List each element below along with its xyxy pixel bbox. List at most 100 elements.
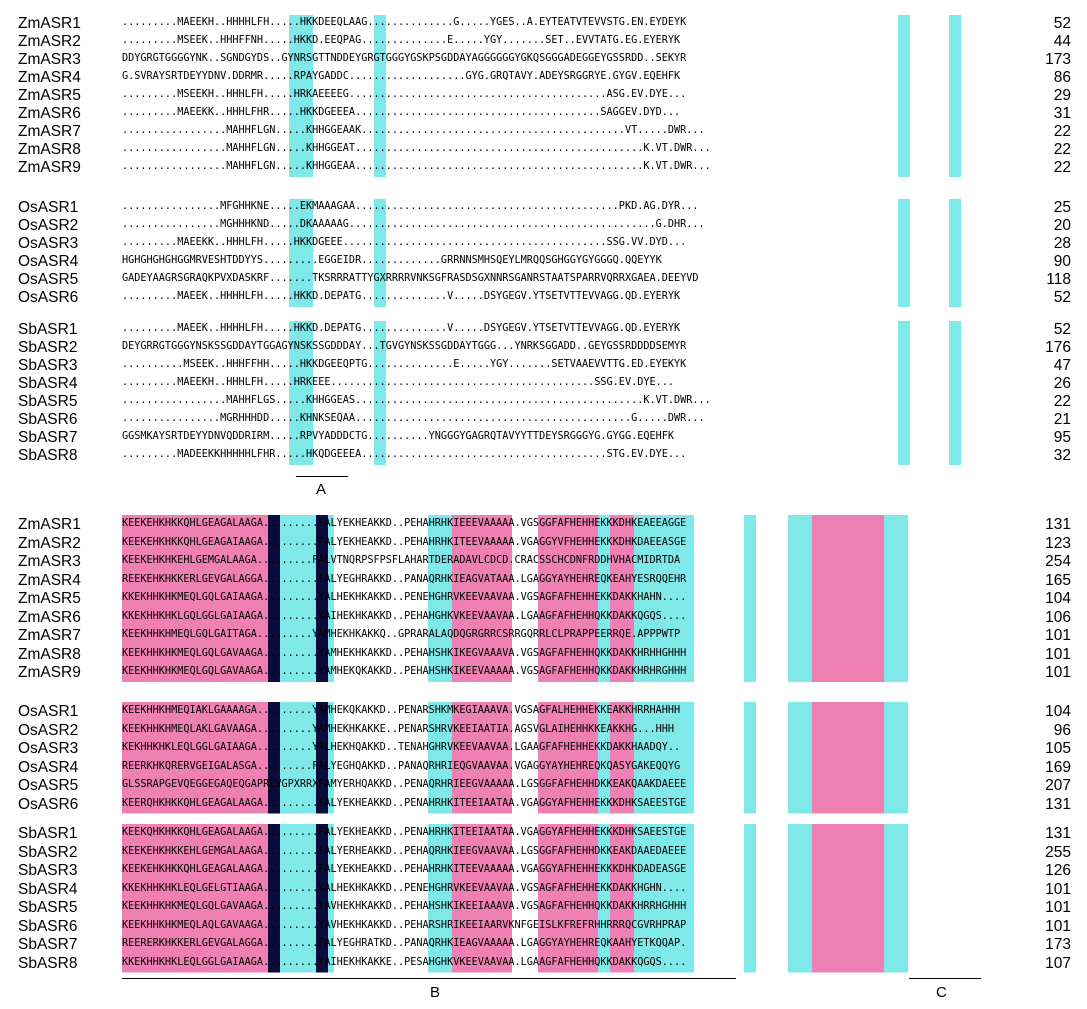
sequence-residues: KEEKHHKHMEQLAKLGAVAAGA.........YAMHEKHKA… (122, 723, 675, 735)
similar-column (788, 702, 812, 814)
similar-column (884, 824, 908, 973)
conserved-block (812, 515, 884, 682)
sequence-residues: KKEKHHKHKLGQLGGLGAIAAGA.........YAIHEKHK… (122, 610, 687, 622)
similar-column (328, 702, 334, 814)
sequence-name: ZmASR7 (18, 627, 81, 644)
sequence-residues: DEYGRRGTGGGYNSKSSGDDAYTGGAGYNSKSSGDDDAY.… (122, 341, 687, 352)
residue-count: 131 (1045, 516, 1071, 533)
residue-count: 22 (1053, 141, 1071, 158)
conserved-column (898, 321, 910, 465)
sequence-residues: KEEKHHKHKMEQLAQLGAVAAGA.........YAVHEKHK… (122, 919, 687, 931)
sequence-name: SbASR3 (18, 357, 78, 374)
sequence-name: OsASR5 (18, 271, 79, 288)
conserved-block (122, 515, 268, 682)
similar-column (788, 515, 812, 682)
residue-count: 21 (1053, 411, 1071, 428)
sequence-residues: KEEKEHKHKKEHLGEMGALAAGA.........FALYERHE… (122, 845, 687, 857)
similar-column (598, 702, 610, 814)
similar-column (428, 515, 452, 682)
sequence-name: OsASR3 (18, 235, 79, 252)
residue-count: 207 (1045, 777, 1071, 794)
conserved-block (122, 824, 268, 973)
region-a-label: A (316, 481, 327, 498)
conserved-column (374, 15, 386, 177)
sequence-residues: .........MAEEKK..HHHLFH.....HKKDGEEE....… (122, 237, 687, 248)
residue-count: 107 (1045, 954, 1071, 972)
sequence-residues: ................MGRHHHDD.....KHNKSEQAA..… (122, 413, 705, 424)
similar-column (428, 824, 452, 973)
sequence-residues: .................MAHHFLGS.....KHHGGEAS..… (122, 395, 711, 406)
sequence-residues: .........MADEEKKHHHHHLFHR.....HKQDGEEEA.… (122, 449, 687, 460)
similar-column (634, 702, 694, 814)
sequence-residues: GLSSRAPGEVQEGGEGAQEQGAPREVGPXRRXFAMYERHQ… (122, 779, 687, 790)
conserved-block (610, 702, 634, 814)
sequence-name: SbASR4 (18, 375, 78, 392)
residue-count: 29 (1053, 87, 1071, 104)
sequence-residues: .................MAHHFLGN.....KHHGGEAT..… (122, 143, 711, 154)
sequence-name: ZmASR7 (18, 123, 81, 140)
similar-column (884, 515, 908, 682)
residue-count: 118 (1046, 271, 1071, 288)
sequence-name: OsASR4 (18, 253, 79, 270)
sequence-name: ZmASR3 (18, 553, 81, 570)
similar-column (280, 824, 316, 973)
sequence-name: SbASR4 (18, 880, 78, 898)
conserved-block (122, 702, 268, 814)
sequence-name: OsASR2 (18, 721, 79, 739)
residue-count: 173 (1045, 51, 1071, 68)
conserved-block (452, 824, 512, 973)
sequence-name: SbASR3 (18, 862, 78, 879)
sequence-name: SbASR8 (18, 447, 78, 464)
identical-column (268, 824, 280, 973)
similar-column (884, 702, 908, 814)
conserved-column (898, 199, 910, 307)
sequence-name: SbASR2 (18, 339, 78, 356)
sequence-name: ZmASR8 (18, 645, 81, 663)
conserved-block (812, 824, 884, 973)
residue-count: 101 (1045, 664, 1071, 681)
sequence-name: ZmASR3 (18, 51, 81, 68)
residue-count: 52 (1053, 15, 1071, 32)
residue-count: 176 (1045, 339, 1071, 356)
identical-column (268, 702, 280, 814)
sequence-name: SbASR6 (18, 411, 78, 428)
sequence-residues: .........MSEEKH..HHHLFH.....HRKAEEEEG...… (122, 89, 687, 100)
sequence-residues: KEEKEHKHKKQHLGEAGAIAAGA.........FALYEKHE… (122, 536, 687, 548)
conserved-column (949, 15, 961, 177)
residue-count: 101 (1045, 645, 1071, 663)
sequence-residues: KEERQHKHKKQHLGEAGALAAGA.........FALYEKHE… (122, 797, 687, 809)
sequence-name: SbASR1 (18, 825, 78, 842)
sequence-name: ZmASR8 (18, 141, 81, 158)
sequence-residues: HGHGHGHGHGGMRVESHTDDYYS.........EGGEIDR.… (122, 255, 662, 266)
sequence-name: ZmASR5 (18, 590, 81, 607)
sequence-residues: KEEKHHKHKMEQLGQLGAVAAGA.........YAMHEKHK… (122, 647, 687, 659)
sequence-name: ZmASR6 (18, 608, 81, 626)
sequence-name: SbASR6 (18, 917, 78, 935)
region-b-label: B (430, 984, 441, 1001)
sequence-name: SbASR2 (18, 843, 78, 861)
region-b-underline (122, 978, 736, 979)
residue-count: 47 (1053, 357, 1071, 374)
similar-column (428, 702, 452, 814)
identical-column (316, 515, 328, 682)
sequence-residues: REERKHKQRERVGEIGALASGA.........FALYEGHQA… (122, 760, 681, 772)
similar-column (788, 824, 812, 973)
sequence-name: ZmASR1 (18, 516, 81, 533)
residue-count: 101 (1045, 627, 1071, 644)
residue-count: 28 (1053, 235, 1071, 252)
residue-count: 131 (1045, 825, 1071, 842)
residue-count: 105 (1045, 740, 1071, 757)
sequence-name: SbASR5 (18, 899, 78, 916)
residue-count: 44 (1053, 33, 1071, 50)
residue-count: 165 (1045, 571, 1071, 589)
conserved-block (452, 702, 512, 814)
sequence-name: ZmASR9 (18, 159, 81, 176)
similar-column (634, 515, 694, 682)
sequence-residues: G.SVRAYSRTDEYYDNV.DDRMR.....RPAYGADDC...… (122, 71, 681, 82)
similar-column (280, 702, 316, 814)
sequence-residues: KEEKEHKHKEHLGEMGALAAGA.........FALVTNQRP… (122, 555, 681, 566)
sequence-residues: KEEKHHKHMEQLGQLGAITAGA.........YAMHEKHKA… (122, 629, 681, 640)
residue-count: 104 (1045, 703, 1071, 720)
sequence-residues: .........MAEEKH..HHHHLFH.....HKKDEEQLAAG… (122, 17, 687, 28)
